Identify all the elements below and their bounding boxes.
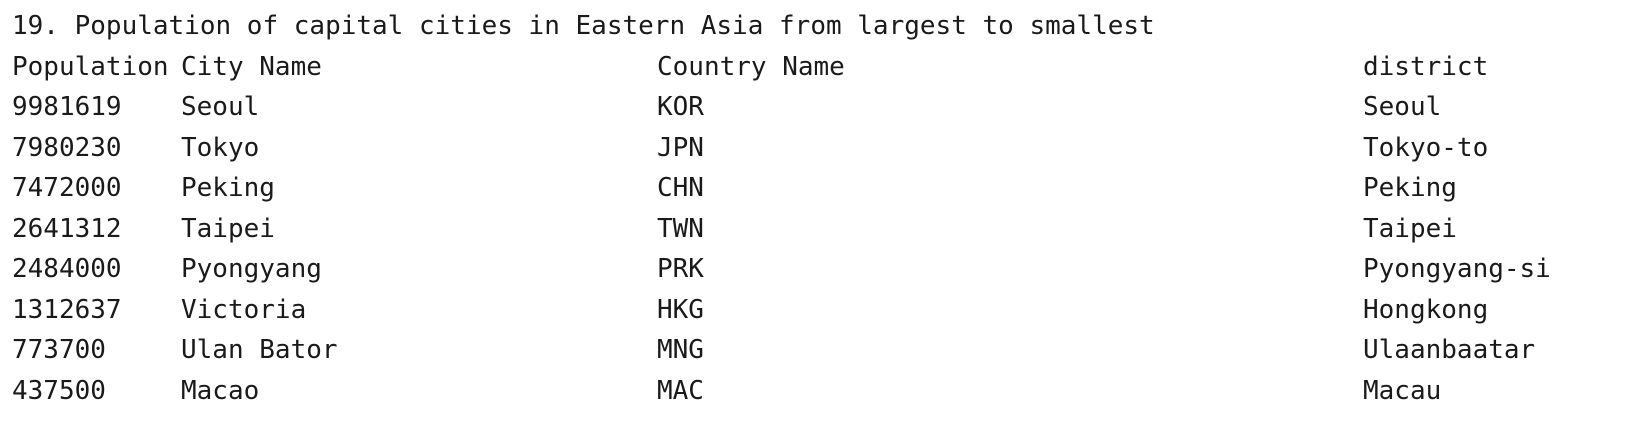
table-row: 2484000 Pyongyang PRK Pyongyang-si (12, 249, 1626, 290)
cell-country-name: KOR (657, 92, 704, 122)
cell-district: Peking (1363, 173, 1457, 203)
header-country-name: Country Name (657, 51, 845, 82)
cell-population: 7472000 (12, 173, 122, 203)
cell-population: 773700 (12, 335, 106, 365)
cell-district: Hongkong (1363, 294, 1489, 325)
cell-country-name: MAC (657, 375, 704, 406)
cell-district: Taipei (1363, 213, 1457, 244)
cell-district: Ulaanbaatar (1363, 335, 1536, 365)
cell-city-name: Peking (181, 173, 275, 203)
header-district: district (1363, 51, 1489, 82)
cell-city-name: Ulan Bator (181, 335, 338, 365)
table-row: 437500 Macao MAC Macau (12, 371, 1626, 412)
table-header-row: Population City Name Country Name distri… (12, 47, 1626, 88)
table-row: 773700 Ulan Bator MNG Ulaanbaatar (12, 330, 1626, 371)
cell-country-name: MNG (657, 335, 704, 365)
cell-city-name: Taipei (181, 213, 275, 244)
cell-city-name: Macao (181, 375, 260, 406)
cell-district: Seoul (1363, 92, 1442, 122)
header-population: Population (12, 51, 169, 82)
cell-district: Macau (1363, 375, 1442, 406)
cell-population: 2641312 (12, 213, 122, 244)
cell-country-name: CHN (657, 173, 704, 203)
cell-country-name: HKG (657, 294, 704, 325)
cell-city-name: Seoul (181, 92, 260, 122)
cell-country-name: PRK (657, 254, 704, 284)
table-row: 1312637 Victoria HKG Hongkong (12, 290, 1626, 331)
cell-country-name: TWN (657, 213, 704, 244)
table-row: 9981619 Seoul KOR Seoul (12, 87, 1626, 128)
cell-city-name: Victoria (181, 294, 307, 325)
table-row: 7980230 Tokyo JPN Tokyo-to (12, 128, 1626, 169)
query-title: 19. Population of capital cities in East… (12, 11, 1155, 41)
cell-city-name: Tokyo (181, 132, 260, 163)
cell-country-name: JPN (657, 132, 704, 163)
cell-population: 9981619 (12, 92, 122, 122)
cell-population: 1312637 (12, 294, 122, 325)
cell-city-name: Pyongyang (181, 254, 322, 284)
table-row: 2641312 Taipei TWN Taipei (12, 209, 1626, 250)
cell-district: Tokyo-to (1363, 132, 1489, 163)
cell-district: Pyongyang-si (1363, 254, 1551, 284)
cell-population: 2484000 (12, 254, 122, 284)
header-city-name: City Name (181, 51, 322, 82)
console-output: 19. Population of capital cities in East… (12, 6, 1626, 411)
cell-population: 7980230 (12, 132, 122, 163)
cell-population: 437500 (12, 375, 106, 406)
table-row: 7472000 Peking CHN Peking (12, 168, 1626, 209)
